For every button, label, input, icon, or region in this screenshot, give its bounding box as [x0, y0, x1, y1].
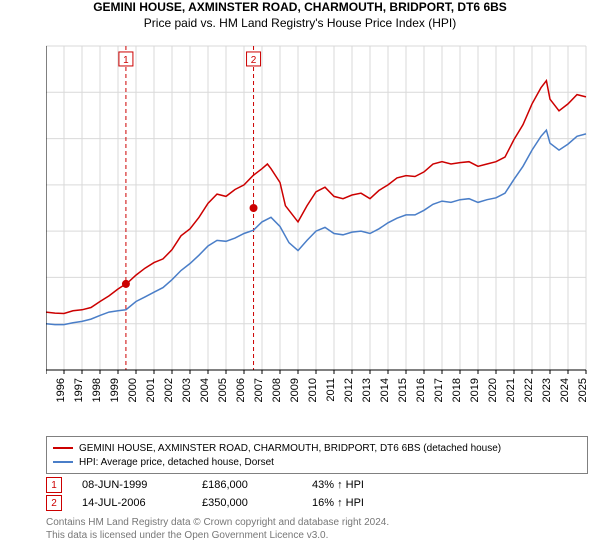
legend-swatch	[53, 447, 73, 449]
chart-subtitle: Price paid vs. HM Land Registry's House …	[0, 16, 600, 30]
chart-legend: GEMINI HOUSE, AXMINSTER ROAD, CHARMOUTH,…	[46, 436, 588, 474]
marker-price: £350,000	[202, 497, 312, 509]
svg-text:2025: 2025	[577, 378, 589, 402]
svg-text:2019: 2019	[469, 378, 481, 402]
svg-text:1996: 1996	[55, 378, 67, 402]
svg-text:2024: 2024	[559, 378, 571, 402]
marker-date: 08-JUN-1999	[82, 479, 202, 491]
marker-table: 1 08-JUN-1999 £186,000 43% ↑ HPI 2 14-JU…	[46, 476, 422, 512]
svg-text:2005: 2005	[217, 378, 229, 402]
svg-text:2001: 2001	[145, 378, 157, 402]
license-text: Contains HM Land Registry data © Crown c…	[46, 516, 389, 542]
svg-text:2020: 2020	[487, 378, 499, 402]
svg-text:2: 2	[251, 55, 257, 66]
svg-text:2017: 2017	[433, 378, 445, 402]
svg-text:2008: 2008	[271, 378, 283, 402]
legend-item: GEMINI HOUSE, AXMINSTER ROAD, CHARMOUTH,…	[53, 441, 581, 455]
license-line: Contains HM Land Registry data © Crown c…	[46, 516, 389, 529]
chart-titles: GEMINI HOUSE, AXMINSTER ROAD, CHARMOUTH,…	[0, 0, 600, 30]
marker-date: 14-JUL-2006	[82, 497, 202, 509]
svg-text:2013: 2013	[361, 378, 373, 402]
chart-container: GEMINI HOUSE, AXMINSTER ROAD, CHARMOUTH,…	[0, 0, 600, 560]
svg-text:1997: 1997	[73, 378, 85, 402]
svg-text:1998: 1998	[91, 378, 103, 402]
svg-text:2016: 2016	[415, 378, 427, 402]
svg-text:1999: 1999	[109, 378, 121, 402]
legend-item: HPI: Average price, detached house, Dors…	[53, 455, 581, 469]
svg-text:2000: 2000	[127, 378, 139, 402]
legend-label: HPI: Average price, detached house, Dors…	[79, 457, 274, 468]
svg-text:1995: 1995	[46, 378, 49, 402]
chart-svg: £0£100K£200K£300K£400K£500K£600K£700K199…	[46, 42, 590, 412]
svg-text:2002: 2002	[163, 378, 175, 402]
chart-plot-area: £0£100K£200K£300K£400K£500K£600K£700K199…	[46, 42, 590, 412]
marker-delta: 43% ↑ HPI	[312, 479, 422, 491]
marker-badge: 2	[46, 495, 62, 511]
marker-row: 1 08-JUN-1999 £186,000 43% ↑ HPI	[46, 476, 422, 494]
svg-text:2003: 2003	[181, 378, 193, 402]
svg-text:2012: 2012	[343, 378, 355, 402]
svg-text:2010: 2010	[307, 378, 319, 402]
marker-delta: 16% ↑ HPI	[312, 497, 422, 509]
svg-text:2023: 2023	[541, 378, 553, 402]
svg-text:2007: 2007	[253, 378, 265, 402]
svg-text:2015: 2015	[397, 378, 409, 402]
svg-text:2004: 2004	[199, 378, 211, 402]
svg-text:2011: 2011	[325, 378, 337, 402]
chart-title: GEMINI HOUSE, AXMINSTER ROAD, CHARMOUTH,…	[0, 0, 600, 14]
legend-label: GEMINI HOUSE, AXMINSTER ROAD, CHARMOUTH,…	[79, 443, 501, 454]
svg-text:2009: 2009	[289, 378, 301, 402]
marker-row: 2 14-JUL-2006 £350,000 16% ↑ HPI	[46, 494, 422, 512]
svg-text:2018: 2018	[451, 378, 463, 402]
svg-text:2014: 2014	[379, 378, 391, 402]
marker-price: £186,000	[202, 479, 312, 491]
svg-text:2006: 2006	[235, 378, 247, 402]
marker-badge: 1	[46, 477, 62, 493]
svg-text:2022: 2022	[523, 378, 535, 402]
license-line: This data is licensed under the Open Gov…	[46, 529, 389, 542]
svg-text:1: 1	[123, 55, 129, 66]
legend-swatch	[53, 461, 73, 463]
svg-text:2021: 2021	[505, 378, 517, 402]
